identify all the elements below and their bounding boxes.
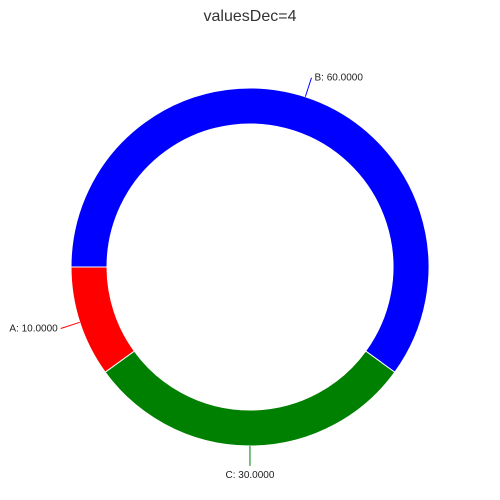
slice-label-C: C: 30.0000: [226, 470, 275, 481]
donut-slices: [70, 87, 430, 447]
slice-B[interactable]: [70, 87, 430, 373]
slice-labels: B: 60.0000 C: 30.0000 A: 10.0000: [9, 73, 363, 481]
chart-title: valuesDec=4: [203, 8, 297, 25]
slice-C[interactable]: [104, 350, 396, 447]
slice-label-A: A: 10.0000: [9, 323, 58, 334]
leader-line-A: [60, 321, 80, 329]
leader-line-B: [304, 77, 312, 97]
label-leader-lines: [60, 77, 312, 467]
slice-label-B: B: 60.0000: [315, 73, 364, 84]
slice-A[interactable]: [70, 266, 136, 373]
